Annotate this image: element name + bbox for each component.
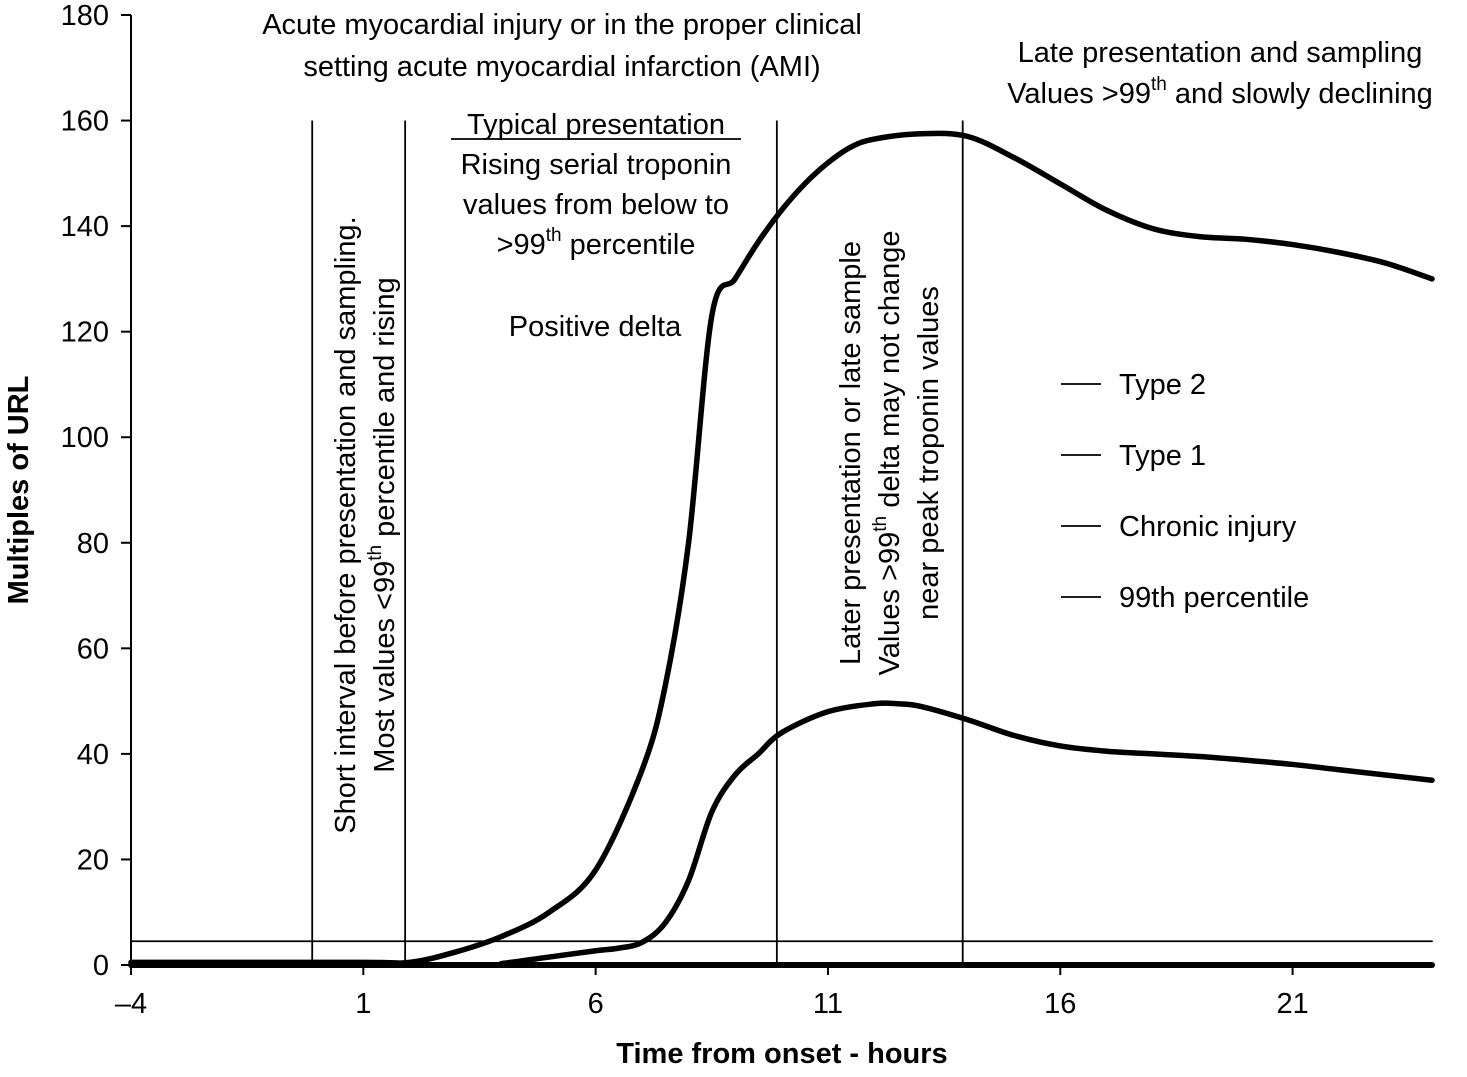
legend-label-chronic-injury: Chronic injury [1119, 511, 1297, 543]
x-axis-title: Time from onset - hours [616, 1038, 947, 1070]
vertical-divider-lines [311, 120, 964, 965]
annotation-later-line1: Later presentation or late sample [835, 241, 867, 665]
annotation-later-line2-b: delta may not change [874, 231, 906, 516]
annotation-late-line1: Late presentation and sampling [1018, 37, 1423, 69]
series-line-type-2 [128, 700, 1435, 968]
annotation-ami-line2: setting acute myocardial infarction (AMI… [303, 51, 820, 83]
annotation-short-line2-sup: th [365, 545, 386, 561]
annotation-short-line2-a: Most values <99 [369, 561, 401, 773]
annotation-short-line2: Most values <99th percentile and rising [365, 277, 401, 772]
legend-label-99th-percentile: 99th percentile [1119, 582, 1309, 614]
x-tick-label-5: 21 [1276, 988, 1308, 1020]
annotation-typical-line3-b: percentile [562, 229, 696, 261]
annotation-later-line2-sup: th [870, 516, 891, 532]
annotation-positive-delta: Positive delta [509, 311, 682, 343]
y-tick-label-40: 40 [77, 739, 109, 771]
annotation-ami-line1: Acute myocardial injury or in the proper… [262, 9, 862, 41]
legend-label-type-1: Type 1 [1119, 440, 1206, 472]
series-line-type-1 [128, 130, 1435, 966]
x-tick-label-1: 1 [355, 988, 371, 1020]
y-tick-label-0: 0 [93, 950, 109, 982]
annotation-typical-heading: Typical presentation [467, 109, 725, 141]
x-tick-label-2: 6 [588, 988, 604, 1020]
y-tick-label-100: 100 [61, 422, 109, 454]
y-tick-label-20: 20 [77, 844, 109, 876]
annotation-late-line2-sup: th [1151, 74, 1167, 95]
annotation-typical-line1: Rising serial troponin [461, 149, 732, 181]
annotation-typical-line3-a: >99 [497, 229, 546, 261]
y-tick-label-180: 180 [61, 0, 109, 32]
annotation-late-line2-a: Values >99 [1007, 78, 1151, 110]
annotation-later-line3: near peak troponin values [913, 286, 945, 620]
annotation-typical-line3-sup: th [546, 225, 562, 246]
annotation-later-line2: Values >99th delta may not change [870, 231, 906, 676]
annotation-typical-line3: >99th percentile [497, 225, 696, 261]
legend-label-type-2: Type 2 [1119, 369, 1206, 401]
annotation-late-line2-b: and slowly declining [1167, 78, 1433, 110]
y-tick-label-60: 60 [77, 633, 109, 665]
y-tick-label-120: 120 [61, 317, 109, 349]
annotation-later-presentation: Later presentation or late sample Values… [835, 231, 945, 676]
annotation-late-line2: Values >99th and slowly declining [1007, 74, 1433, 110]
annotation-later-line2-a: Values >99 [874, 532, 906, 676]
annotation-short-interval: Short interval before presentation and s… [330, 216, 401, 833]
y-tick-label-140: 140 [61, 211, 109, 243]
x-tick-label-4: 16 [1044, 988, 1076, 1020]
x-tick-label-3: 11 [813, 988, 843, 1020]
annotation-short-line2-b: percentile and rising [369, 277, 401, 545]
axes [130, 15, 1432, 966]
legend: Type 2 Type 1 Chronic injury 99th percentil… [1061, 369, 1309, 614]
series-lines [128, 130, 1435, 968]
annotation-short-line1: Short interval before presentation and s… [330, 216, 362, 833]
y-axis-title: Multiples of URL [3, 376, 35, 605]
x-tick-label-0: –4 [115, 988, 147, 1020]
y-tick-label-160: 160 [61, 106, 109, 138]
annotation-typical-line2: values from below to [463, 189, 729, 221]
y-tick-label-80: 80 [77, 528, 109, 560]
